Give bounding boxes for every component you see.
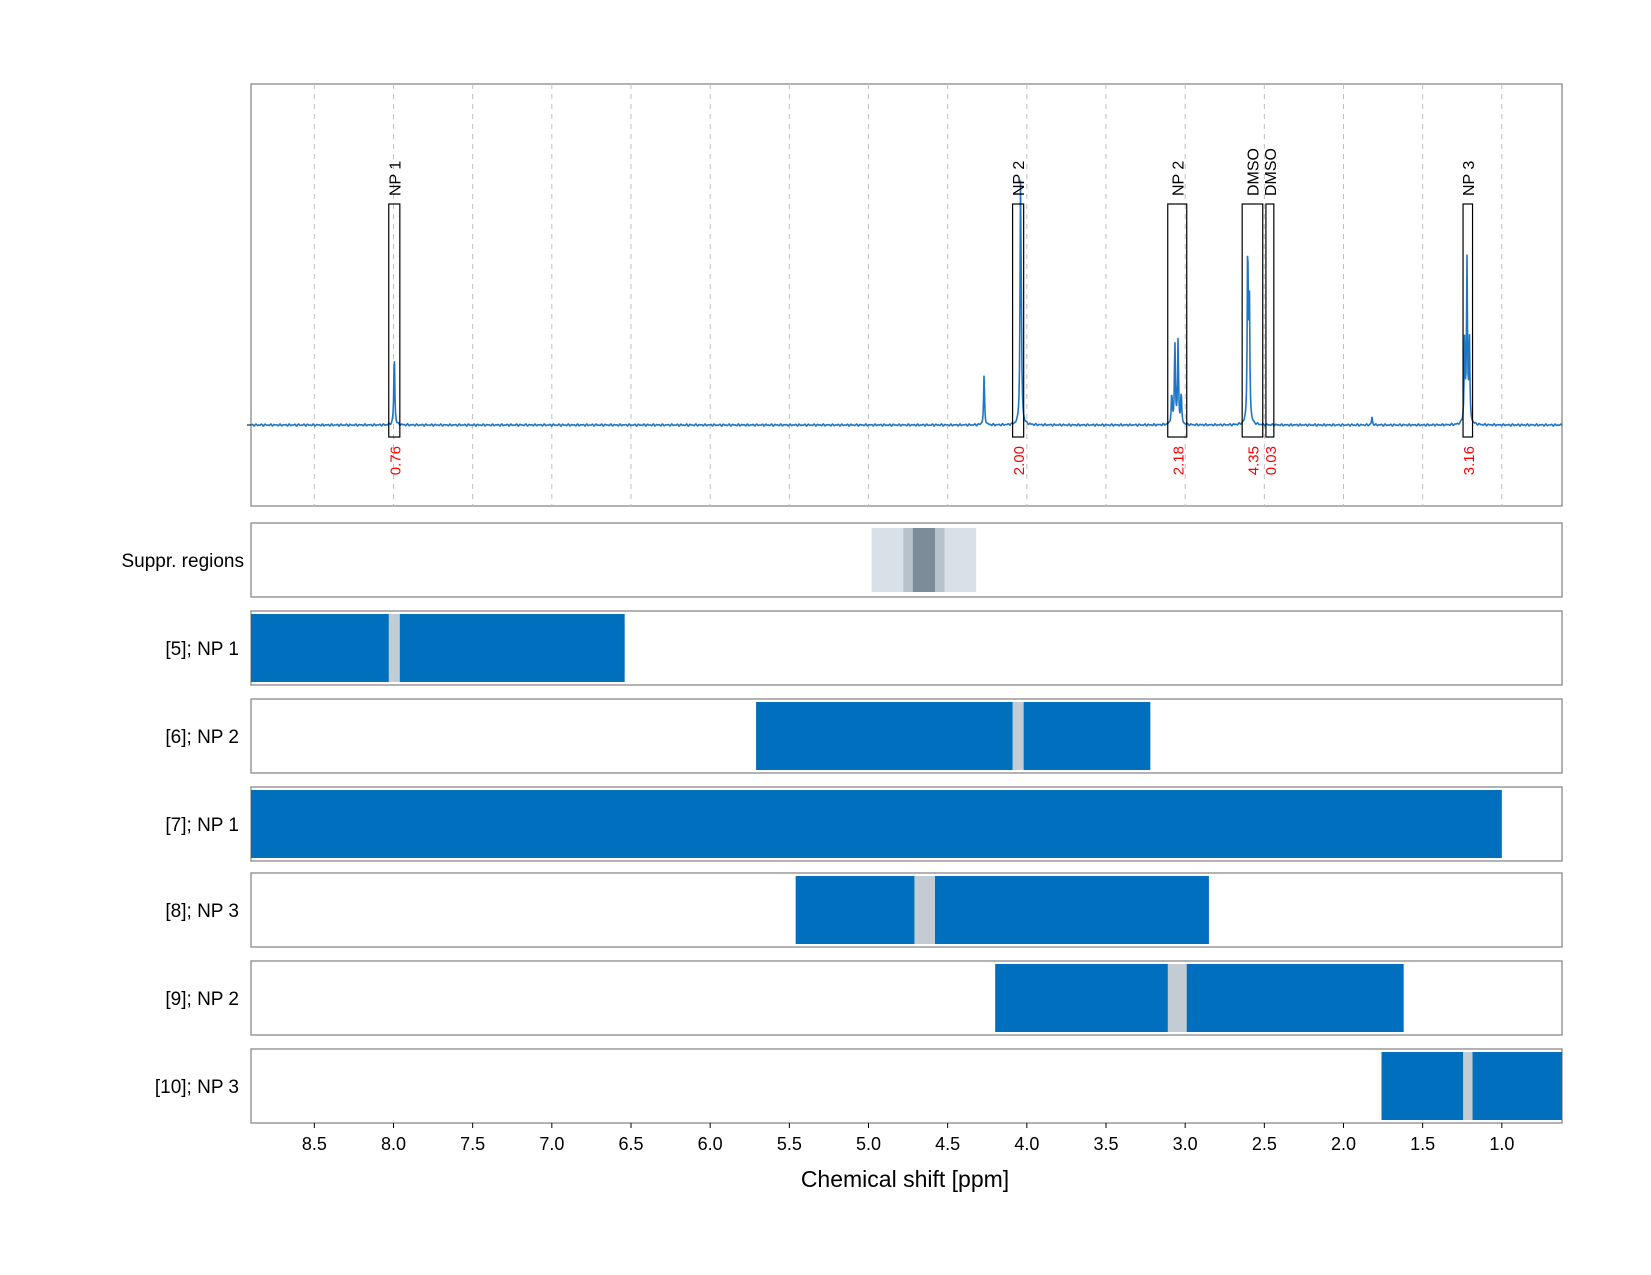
fit-gap	[1167, 964, 1187, 1032]
integration-box	[1265, 203, 1275, 438]
spectrum-frame	[250, 83, 1563, 507]
fit-bar	[795, 876, 1209, 944]
x-tick-label: 5.5	[777, 1134, 802, 1154]
fit-gap	[388, 614, 400, 682]
region-label: DMSO	[1263, 148, 1280, 196]
x-tick-label: 4.0	[1014, 1134, 1039, 1154]
fit-rows-panel: [5]; NP 1 [6]; NP 2 [7]; NP 1 [8]; NP 3 [9];…	[155, 610, 1563, 1124]
integration-box	[1167, 203, 1188, 438]
x-tick-label: 8.0	[381, 1134, 406, 1154]
row-label: [6]; NP 2	[165, 727, 239, 748]
fit-gap	[914, 876, 935, 944]
x-tick-label: 3.0	[1173, 1134, 1198, 1154]
x-axis-label: Chemical shift [ppm]	[801, 1166, 1009, 1192]
x-tick-label: 7.0	[539, 1134, 564, 1154]
x-tick-label: 2.0	[1331, 1134, 1356, 1154]
fit-bar	[251, 790, 1502, 858]
suppression-band	[912, 528, 935, 592]
x-axis: 8.5 8.0 7.5 7.0 6.5 6.0 5.5 5.0 4.5 4.0 3.5 3.0 2.5 2…	[302, 1123, 1514, 1154]
integration-box	[388, 203, 401, 438]
x-tick-label: 2.5	[1252, 1134, 1277, 1154]
suppression-panel: Suppr. regions	[121, 522, 1563, 598]
x-tick-label: 7.5	[460, 1134, 485, 1154]
region-label: NP 1	[387, 161, 404, 196]
row-label: [9]; NP 2	[165, 989, 239, 1010]
integral-value: 3.16	[1461, 446, 1478, 475]
integral-value: 2.00	[1011, 446, 1028, 475]
row-label: [5]; NP 1	[165, 639, 239, 660]
x-tick-label: 3.5	[1093, 1134, 1118, 1154]
fit-bar	[251, 614, 625, 682]
integration-box	[1241, 203, 1264, 438]
fit-bar	[995, 964, 1404, 1032]
row-label: [10]; NP 3	[155, 1077, 239, 1098]
region-label: NP 2	[1011, 161, 1028, 196]
row-frame	[250, 1048, 1563, 1124]
fit-gap	[1012, 702, 1024, 770]
integration-box	[1011, 203, 1025, 438]
x-tick-label: 4.5	[935, 1134, 960, 1154]
row-label: [7]; NP 1	[165, 815, 239, 836]
x-tick-label: 8.5	[302, 1134, 327, 1154]
x-tick-label: 1.0	[1489, 1134, 1514, 1154]
integral-value: 0.03	[1263, 446, 1280, 475]
x-tick-label: 6.0	[698, 1134, 723, 1154]
fit-bar	[756, 702, 1151, 770]
spectrum-line	[250, 180, 1563, 428]
x-tick-label: 1.5	[1410, 1134, 1435, 1154]
x-tick-label: 6.5	[618, 1134, 643, 1154]
integration-box	[1462, 203, 1474, 438]
region-label: NP 3	[1461, 161, 1478, 196]
region-label: NP 2	[1170, 161, 1187, 196]
row-label: [8]; NP 3	[165, 901, 239, 922]
integral-value: 2.18	[1170, 446, 1187, 475]
spectrum-panel: NP 1 0.76 NP 2 2.00 NP 2 2.18 DMSO 4.35 DMSO 0.03…	[247, 83, 1563, 507]
integral-value: 0.76	[387, 446, 404, 475]
x-tick-label: 5.0	[856, 1134, 881, 1154]
region-label: DMSO	[1245, 148, 1262, 196]
suppression-label: Suppr. regions	[121, 551, 244, 572]
integral-value: 4.35	[1245, 446, 1262, 475]
fit-gap	[1463, 1052, 1473, 1120]
